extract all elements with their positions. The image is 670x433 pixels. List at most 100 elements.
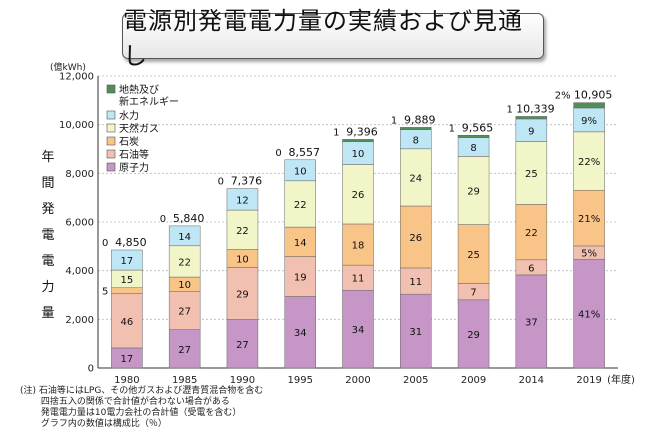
data-label: 0 bbox=[218, 177, 224, 188]
y-tick-label: 2,000 bbox=[65, 315, 94, 326]
data-label: 10 bbox=[294, 166, 307, 177]
data-label: 6 bbox=[528, 263, 534, 274]
y-tick-label: 0 bbox=[88, 364, 94, 375]
total-label: 7,376 bbox=[231, 175, 263, 188]
data-label: 5% bbox=[581, 249, 597, 260]
x-tick-label: 2009 bbox=[461, 375, 486, 386]
bar-segment bbox=[342, 264, 374, 291]
bar-segment bbox=[515, 141, 548, 205]
data-label: 22% bbox=[578, 157, 600, 168]
bar-segment bbox=[111, 287, 143, 294]
y-axis-label: 年間発電電力量 bbox=[40, 145, 56, 327]
data-label: 14 bbox=[294, 238, 307, 249]
y-tick-label: 4,000 bbox=[65, 266, 94, 277]
y-axis-label-char: 電 bbox=[41, 254, 55, 269]
data-label: 27 bbox=[236, 340, 249, 351]
data-label: 41% bbox=[578, 310, 600, 321]
total-label: 10,339 bbox=[516, 102, 555, 115]
y-axis-label-char: 発 bbox=[41, 202, 55, 217]
data-label: 12 bbox=[236, 195, 249, 206]
data-label: 25 bbox=[467, 250, 480, 261]
bar-segment bbox=[284, 180, 316, 228]
footnote-line: グラフ内の数値は構成比（％） bbox=[20, 419, 167, 429]
legend-label: 地熱及び bbox=[119, 83, 159, 96]
data-label: 22 bbox=[178, 257, 191, 268]
bar-segment bbox=[457, 156, 490, 225]
data-label: 10 bbox=[236, 255, 249, 266]
data-label: 27 bbox=[178, 306, 191, 317]
bar-segment bbox=[400, 127, 432, 131]
x-tick-label: 2014 bbox=[519, 375, 544, 386]
y-axis-label-char: 力 bbox=[41, 280, 55, 295]
bar-segment bbox=[168, 245, 201, 278]
x-tick-label: 1985 bbox=[172, 375, 197, 386]
data-label: 34 bbox=[352, 325, 365, 336]
bar-segment bbox=[400, 205, 432, 269]
data-label: 26 bbox=[409, 233, 422, 244]
data-label: 1 bbox=[333, 127, 339, 138]
bar-segment bbox=[226, 188, 259, 211]
total-label: 9,396 bbox=[346, 125, 378, 138]
data-label: 8 bbox=[413, 135, 419, 146]
y-axis-label-char: 間 bbox=[41, 176, 55, 191]
data-label: 22 bbox=[525, 228, 538, 239]
data-label: 0 bbox=[160, 214, 166, 225]
total-label: 9,565 bbox=[462, 121, 494, 134]
bar-segment bbox=[457, 299, 490, 369]
data-label: 9% bbox=[581, 116, 597, 127]
data-label: 17 bbox=[121, 354, 134, 365]
legend-swatch bbox=[106, 149, 116, 159]
data-label: 31 bbox=[409, 327, 422, 338]
bar-segment bbox=[457, 224, 490, 284]
data-label: 29 bbox=[467, 330, 480, 341]
data-label: 9 bbox=[528, 126, 534, 137]
bar-segment bbox=[284, 159, 316, 182]
bar-segment bbox=[515, 274, 548, 369]
data-label: 5 bbox=[102, 287, 108, 298]
legend-label: 天然ガス bbox=[119, 122, 159, 135]
footnote-line: (注) 石油等にはLPG、その他ガスおよび瀝青質混合物を含む bbox=[20, 386, 264, 396]
x-axis-suffix: (年度) bbox=[607, 373, 635, 386]
y-tick-label: 6,000 bbox=[65, 218, 94, 229]
y-axis-label-char: 年 bbox=[41, 150, 55, 165]
data-label: 37 bbox=[525, 317, 538, 328]
data-label: 0 bbox=[102, 238, 108, 249]
data-label: 17 bbox=[121, 256, 134, 267]
data-label: 10 bbox=[178, 280, 191, 291]
bar-segment bbox=[400, 267, 432, 295]
x-tick-label: 2000 bbox=[345, 375, 370, 386]
bar-segment bbox=[111, 293, 143, 349]
x-tick-label: 1995 bbox=[287, 375, 312, 386]
bar-segment bbox=[400, 293, 432, 369]
bar-segment bbox=[168, 291, 201, 330]
x-tick-label: 1980 bbox=[114, 375, 139, 386]
data-label: 1 bbox=[506, 104, 512, 115]
data-label: 11 bbox=[352, 274, 365, 285]
data-label: 2% bbox=[555, 91, 571, 102]
x-tick-label: 2005 bbox=[403, 375, 428, 386]
legend-swatch bbox=[106, 123, 116, 133]
data-label: 29 bbox=[467, 187, 480, 198]
legend-swatch bbox=[106, 110, 116, 120]
legend-label: 石炭 bbox=[119, 136, 139, 148]
total-label: 5,840 bbox=[173, 212, 205, 225]
legend-label: 石油等 bbox=[119, 148, 149, 161]
bar-segment bbox=[226, 319, 259, 369]
bar-segment bbox=[342, 290, 374, 369]
data-label: 15 bbox=[121, 275, 134, 286]
legend-swatch bbox=[106, 136, 116, 146]
data-label: 1 bbox=[391, 115, 397, 126]
data-label: 22 bbox=[294, 200, 307, 211]
footnote-line: 四捨五入の関係で合計値が合わない場合がある bbox=[20, 397, 230, 407]
bar-segment bbox=[342, 164, 374, 225]
bar-segment bbox=[573, 131, 605, 191]
data-label: 29 bbox=[236, 290, 249, 301]
legend-swatch bbox=[106, 162, 116, 172]
bar-segment bbox=[342, 139, 374, 142]
data-label: 14 bbox=[178, 232, 191, 243]
data-label: 27 bbox=[178, 345, 191, 356]
legend-label: 水力 bbox=[119, 109, 139, 122]
footnote-line: 発電電力量は10電力会社の合計値（受電を含む） bbox=[20, 408, 242, 418]
data-label: 11 bbox=[409, 277, 422, 288]
